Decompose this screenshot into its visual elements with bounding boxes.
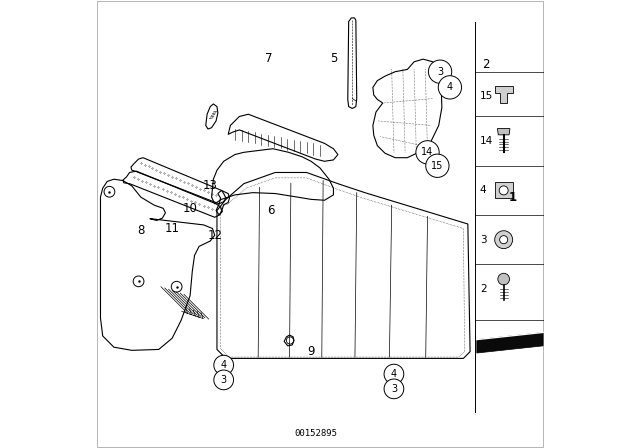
Text: 15: 15 xyxy=(431,161,444,171)
Text: 6: 6 xyxy=(267,204,275,217)
Polygon shape xyxy=(497,129,510,135)
Text: 14: 14 xyxy=(480,136,493,146)
Text: 2: 2 xyxy=(480,284,486,294)
Text: 00152895: 00152895 xyxy=(294,429,337,438)
Circle shape xyxy=(384,379,404,399)
Text: 4: 4 xyxy=(447,82,453,92)
Text: 2: 2 xyxy=(482,58,490,72)
Text: 15: 15 xyxy=(480,91,493,101)
Text: 3: 3 xyxy=(437,67,443,77)
Text: 8: 8 xyxy=(137,224,145,237)
Text: 5: 5 xyxy=(330,52,337,65)
Text: 14: 14 xyxy=(421,147,434,157)
Text: 1: 1 xyxy=(509,190,516,204)
Text: 3: 3 xyxy=(480,235,486,245)
FancyBboxPatch shape xyxy=(495,182,513,198)
Text: 4: 4 xyxy=(221,360,227,370)
Text: 12: 12 xyxy=(207,228,222,242)
Circle shape xyxy=(498,273,509,285)
Circle shape xyxy=(495,231,513,249)
Polygon shape xyxy=(477,332,543,353)
Circle shape xyxy=(428,60,452,83)
Circle shape xyxy=(438,76,461,99)
Text: 3: 3 xyxy=(391,384,397,394)
Text: 10: 10 xyxy=(182,202,198,215)
Circle shape xyxy=(500,236,508,244)
Text: 4: 4 xyxy=(391,369,397,379)
Text: 13: 13 xyxy=(203,179,218,193)
Polygon shape xyxy=(495,86,513,103)
Circle shape xyxy=(416,141,439,164)
Circle shape xyxy=(426,154,449,177)
Circle shape xyxy=(214,355,234,375)
Text: 11: 11 xyxy=(164,222,180,235)
Text: 7: 7 xyxy=(265,52,272,65)
Text: 9: 9 xyxy=(307,345,315,358)
Circle shape xyxy=(499,186,508,195)
Text: 4: 4 xyxy=(480,185,486,195)
Circle shape xyxy=(214,370,234,390)
Circle shape xyxy=(384,364,404,384)
Text: 3: 3 xyxy=(221,375,227,385)
